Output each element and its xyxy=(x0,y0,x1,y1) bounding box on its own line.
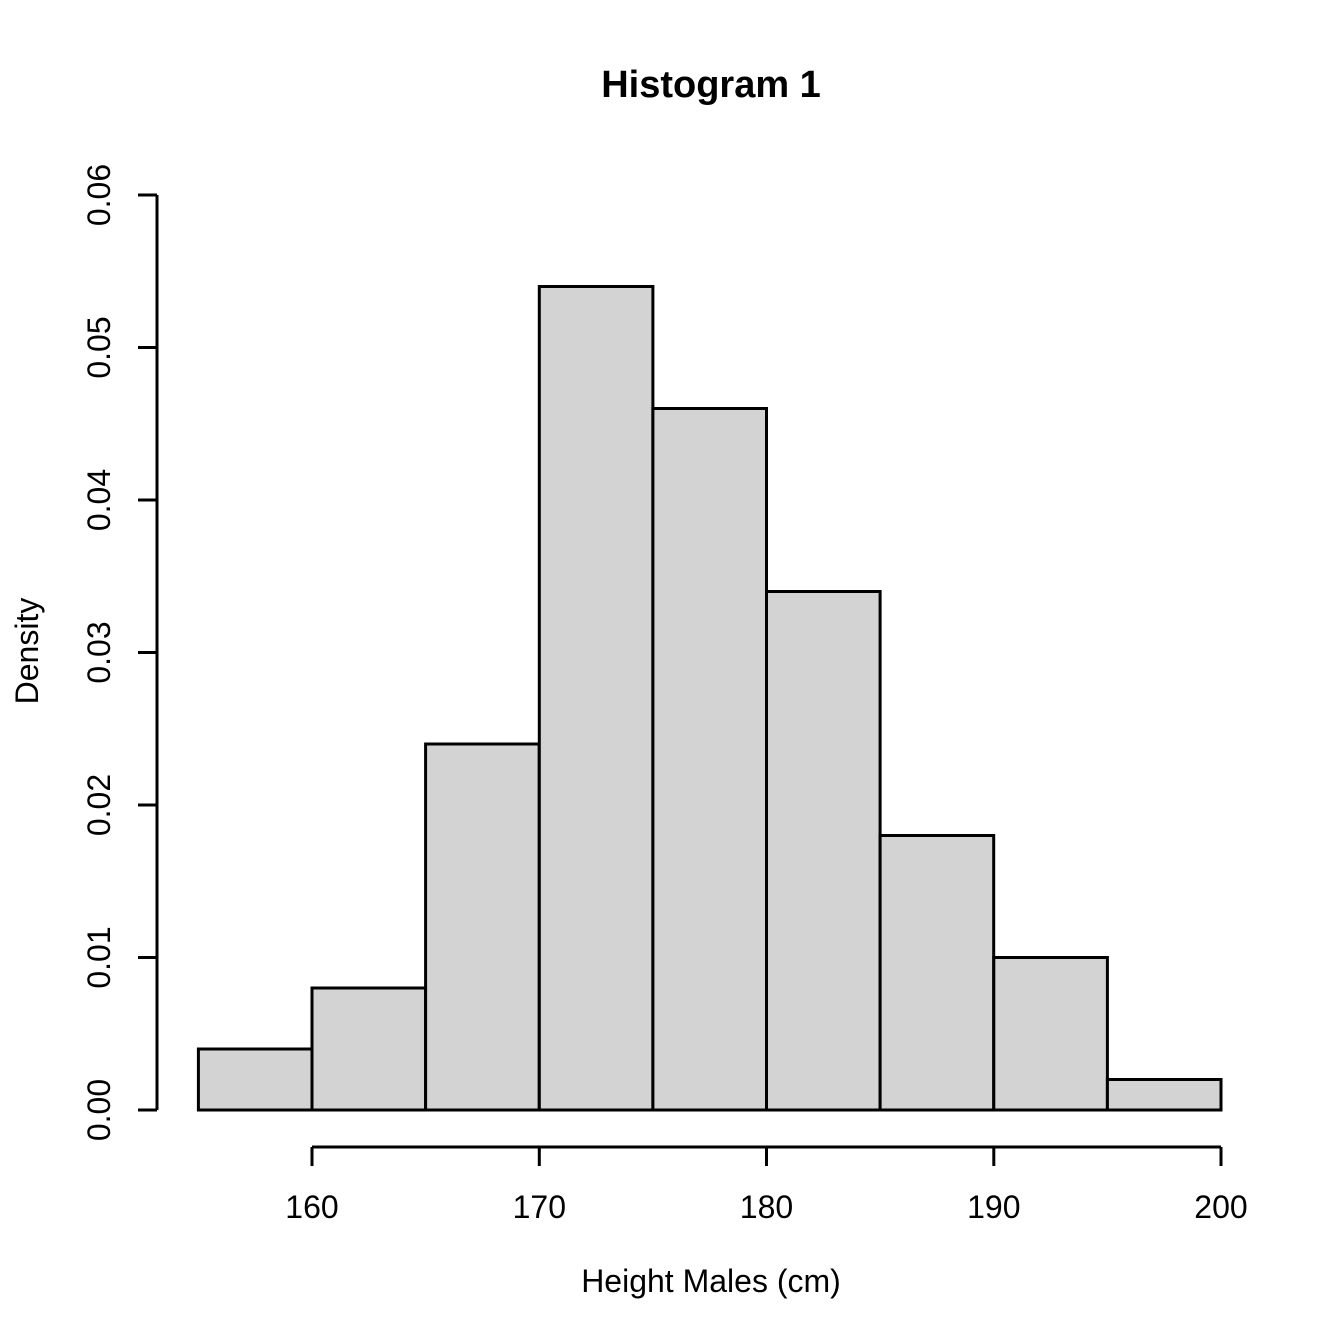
y-axis-title: Density xyxy=(9,598,45,705)
x-axis: 160 170 180 190 200 xyxy=(285,1145,1248,1225)
histogram-bar xyxy=(651,407,769,1112)
x-tick-label: 190 xyxy=(967,1189,1020,1225)
y-tick-label: 0.01 xyxy=(81,926,117,988)
y-tick-label: 0.06 xyxy=(81,164,117,226)
y-tick-label: 0.03 xyxy=(81,621,117,683)
histogram-bar xyxy=(992,956,1109,1112)
y-tick-label: 0.05 xyxy=(81,316,117,378)
bars-group xyxy=(196,285,1223,1112)
histogram-bar xyxy=(1105,1078,1223,1112)
histogram-bar xyxy=(878,834,996,1112)
x-tick-label: 180 xyxy=(740,1189,793,1225)
y-tick-label: 0.00 xyxy=(81,1079,117,1141)
x-axis-title: Height Males (cm) xyxy=(581,1263,841,1299)
y-tick-label: 0.02 xyxy=(81,774,117,836)
histogram-bar xyxy=(196,1047,314,1112)
histogram-bar xyxy=(424,742,541,1112)
histogram-bar xyxy=(310,986,428,1112)
x-tick-label: 170 xyxy=(513,1189,566,1225)
x-tick-label: 200 xyxy=(1194,1189,1247,1225)
y-axis: 0.00 0.01 0.02 0.03 0.04 0.05 0.06 xyxy=(81,164,159,1141)
histogram-bar xyxy=(765,590,882,1112)
chart-title: Histogram 1 xyxy=(601,64,821,106)
histogram-bar xyxy=(537,285,655,1112)
y-tick-label: 0.04 xyxy=(81,469,117,531)
x-tick-label: 160 xyxy=(285,1189,338,1225)
